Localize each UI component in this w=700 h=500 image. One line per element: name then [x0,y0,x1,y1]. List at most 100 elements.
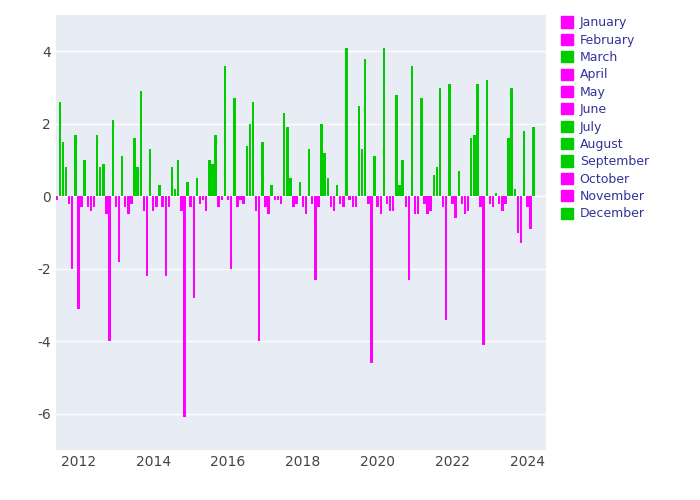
Bar [139,91,142,196]
Bar [311,196,314,203]
Bar [220,196,223,200]
Bar [90,196,92,211]
Bar [127,196,130,214]
Bar [501,196,503,211]
Bar [386,196,389,203]
Bar [196,178,198,197]
Bar [401,160,404,196]
Bar [158,186,161,196]
Bar [143,196,145,211]
Legend: January, February, March, April, May, June, July, August, September, October, No: January, February, March, April, May, Ju… [557,12,652,224]
Bar [355,196,357,207]
Bar [118,196,120,262]
Bar [208,160,211,196]
Bar [532,128,535,196]
Bar [202,196,204,200]
Bar [149,149,151,196]
Bar [177,160,179,196]
Bar [461,196,463,203]
Bar [330,196,332,207]
Bar [136,168,139,196]
Bar [99,168,101,196]
Bar [265,196,267,207]
Bar [482,196,485,345]
Bar [392,196,395,211]
Bar [286,128,288,196]
Bar [49,196,52,207]
Bar [80,196,83,207]
Bar [258,196,260,342]
Bar [183,196,186,418]
Bar [133,138,136,196]
Bar [295,196,298,203]
Bar [314,196,316,280]
Bar [59,102,61,196]
Bar [146,196,148,276]
Bar [105,196,108,214]
Bar [358,106,360,196]
Bar [498,196,500,203]
Bar [323,153,326,196]
Bar [227,196,230,200]
Bar [445,196,447,320]
Bar [83,160,86,196]
Bar [389,196,391,211]
Bar [199,196,201,203]
Bar [230,196,232,269]
Bar [435,168,438,196]
Bar [489,196,491,203]
Bar [321,124,323,196]
Bar [377,196,379,207]
Bar [467,196,469,211]
Bar [62,142,64,197]
Bar [252,102,254,196]
Bar [495,192,497,196]
Bar [517,196,519,232]
Bar [480,196,482,207]
Bar [342,196,344,207]
Bar [111,120,114,196]
Bar [508,138,510,196]
Bar [452,196,454,203]
Bar [242,196,245,203]
Bar [529,196,531,229]
Bar [424,196,426,203]
Bar [379,196,382,214]
Bar [276,196,279,200]
Bar [124,196,127,207]
Bar [439,88,441,196]
Bar [345,48,348,197]
Bar [162,196,164,207]
Bar [167,196,170,207]
Bar [442,196,444,207]
Bar [171,168,173,196]
Bar [261,142,264,197]
Bar [308,149,310,196]
Bar [46,91,48,196]
Bar [448,84,451,196]
Bar [96,134,99,196]
Bar [383,48,385,197]
Bar [77,196,80,308]
Bar [190,196,192,207]
Bar [405,196,407,207]
Bar [274,196,276,200]
Bar [332,196,335,211]
Bar [476,84,479,196]
Bar [248,124,251,196]
Bar [463,196,466,214]
Bar [327,178,329,197]
Bar [211,164,214,196]
Bar [470,138,473,196]
Bar [336,186,338,196]
Bar [370,196,372,363]
Bar [87,196,89,207]
Bar [339,196,342,203]
Bar [433,174,435,197]
Bar [414,196,416,214]
Bar [218,196,220,207]
Bar [283,113,286,196]
Bar [304,196,307,214]
Bar [174,189,176,196]
Bar [52,196,55,203]
